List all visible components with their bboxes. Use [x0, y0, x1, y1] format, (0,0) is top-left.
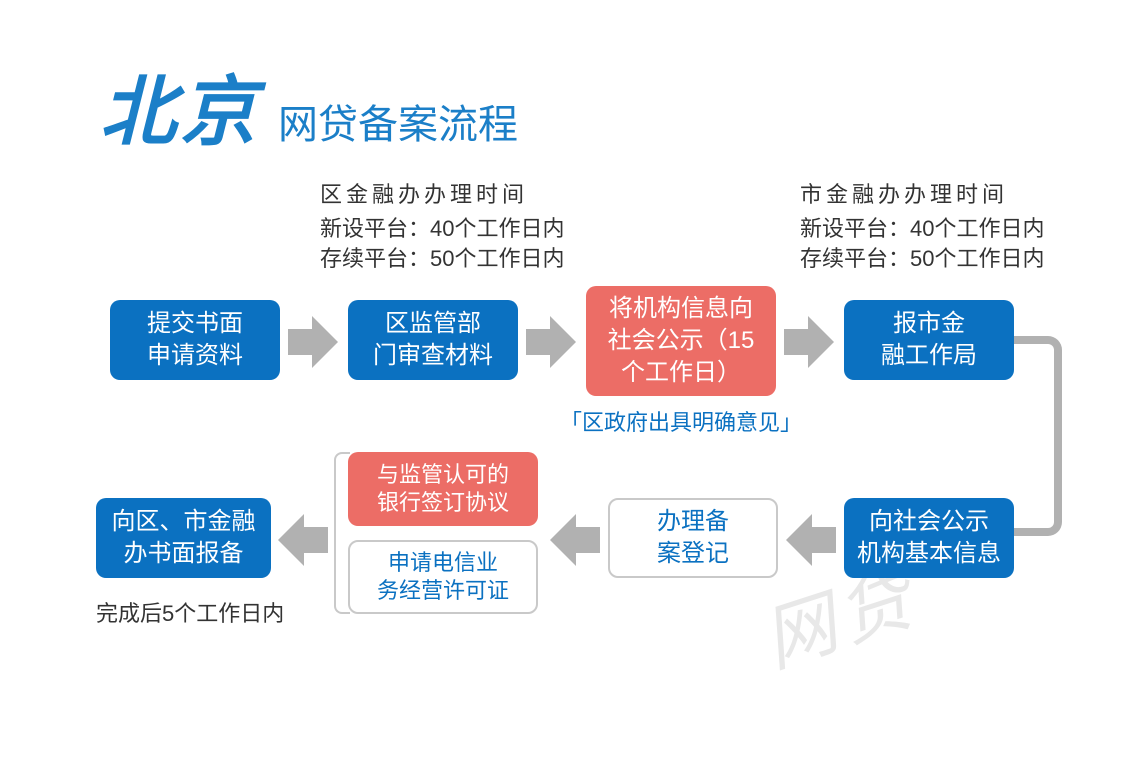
caption-5-days: 完成后5个工作日内 [96, 596, 284, 628]
node-district-review: 区监管部门审查材料 [348, 300, 518, 380]
node-telecom-license: 申请电信业务经营许可证 [348, 540, 538, 614]
node-final-report: 向区、市金融办书面报备 [96, 498, 271, 578]
note-city-line1: 新设平台：40个工作日内 [800, 214, 1044, 244]
node-public-notice-info: 向社会公示机构基本信息 [844, 498, 1014, 578]
title-big: 北京 [100, 50, 260, 160]
node-registration: 办理备案登记 [608, 498, 778, 578]
node-report-city: 报市金融工作局 [844, 300, 1014, 380]
node-submit-materials: 提交书面申请资料 [110, 300, 280, 380]
note-district-title: 区金融办办理时间 [320, 180, 564, 210]
node-public-notice-15: 将机构信息向社会公示（15个工作日） [586, 286, 776, 396]
connector-turn [1014, 336, 1062, 536]
bracket-group [334, 452, 350, 614]
arrow-icon [786, 514, 836, 566]
arrow-icon [288, 316, 338, 368]
arrow-icon [550, 514, 600, 566]
arrow-icon [784, 316, 834, 368]
note-district-line1: 新设平台：40个工作日内 [320, 214, 564, 244]
arrow-icon [526, 316, 576, 368]
caption-district-opinion: 「区政府出具明确意见」 [560, 405, 802, 437]
note-city-line2: 存续平台：50个工作日内 [800, 244, 1044, 274]
arrow-icon [278, 514, 328, 566]
note-city-title: 市金融办办理时间 [800, 180, 1044, 210]
title-sub: 网贷备案流程 [278, 92, 518, 150]
note-district-line2: 存续平台：50个工作日内 [320, 244, 564, 274]
node-bank-agreement: 与监管认可的银行签订协议 [348, 452, 538, 526]
note-city: 市金融办办理时间 新设平台：40个工作日内 存续平台：50个工作日内 [800, 180, 1044, 274]
title-block: 北京 网贷备案流程 [100, 50, 518, 160]
note-district: 区金融办办理时间 新设平台：40个工作日内 存续平台：50个工作日内 [320, 180, 564, 274]
